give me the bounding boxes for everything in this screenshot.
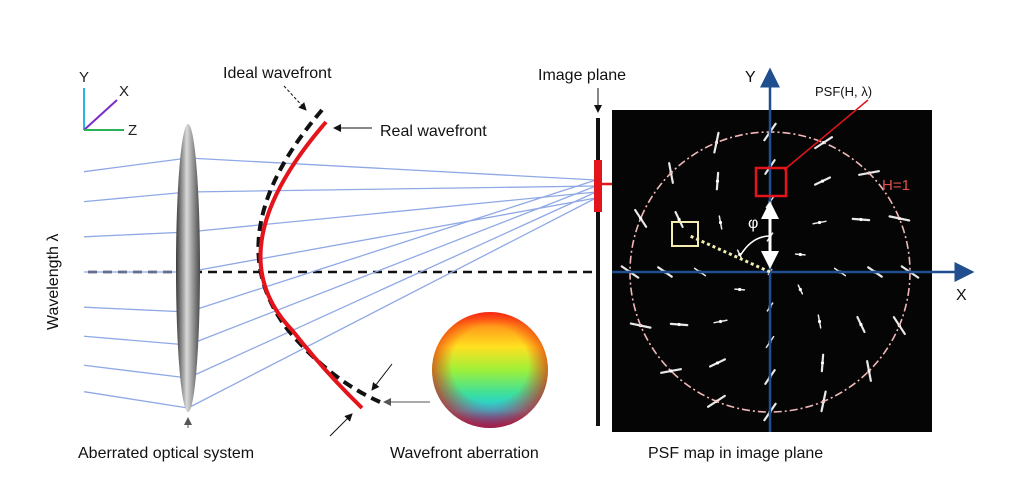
psf-spot-core [738,288,741,291]
ray-in [84,192,188,202]
psf-spot-core [818,221,821,224]
h-label: H=1 [882,177,910,194]
phi-label: φ [748,215,758,232]
ray-out [188,198,596,272]
psf-spot-core [716,179,719,182]
ray-out [188,186,596,345]
psf-map-label: PSF map in image plane [648,445,823,462]
image-plane-highlight [594,160,602,212]
ray-out [188,192,596,232]
lens [176,124,200,412]
ray-in [84,336,188,345]
real-bottom-pointer [330,414,352,436]
wavelength-label: Wavelength λ [45,234,62,330]
ray-in [84,392,188,408]
ray-in [84,365,188,378]
psf-spot-core [859,323,862,326]
triad-z-label: Z [128,122,137,139]
triad-y-label: Y [79,69,89,86]
psf-spot-core [859,218,862,221]
ray-out [188,186,596,192]
psf-spot-core [719,320,722,323]
psf-label: PSF(H, λ) [815,84,872,99]
psf-spot-core [799,288,802,291]
psf-spot-core [799,253,802,256]
ray-in [84,158,188,172]
ideal-wavefront-pointer [284,86,306,110]
image-plane-label: Image plane [538,67,626,84]
psf-spot-core [821,361,824,364]
psf-spot-core [818,320,821,323]
coordinate-triad: Y X Z [79,69,137,139]
psf-spot-core [719,221,722,224]
psf-spot-core [821,179,824,182]
wavefront-aberration-label: Wavefront aberration [390,445,539,462]
psf-spot-core [716,361,719,364]
aberrated-system-label: Aberrated optical system [78,445,254,462]
ray-in [84,232,188,237]
map-y-label: Y [745,69,756,86]
ideal-wavefront-label: Ideal wavefront [223,65,332,82]
ideal-bottom-pointer [372,364,392,390]
triad-x-label: X [119,83,129,100]
ray-out [188,180,596,312]
ray-in [84,307,188,312]
psf-spot-core [677,218,680,221]
psf-spot-core [677,323,680,326]
x-axis-line [84,100,117,130]
wavefront-aberration-edge [432,312,548,428]
real-wavefront-label: Real wavefront [380,123,487,140]
map-x-label: X [956,287,967,304]
ray-out [188,158,596,180]
